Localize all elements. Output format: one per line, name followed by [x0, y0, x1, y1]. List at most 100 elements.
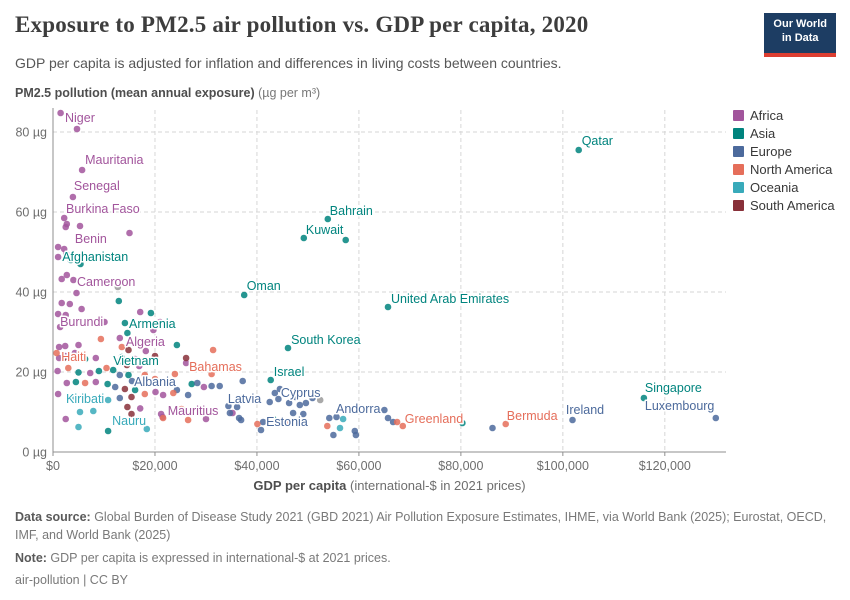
- data-point-europe[interactable]: [184, 391, 192, 399]
- legend-item-oceania[interactable]: Oceania: [733, 178, 835, 196]
- data-point-europe[interactable]: [330, 431, 337, 439]
- data-point-asia[interactable]: [342, 236, 350, 244]
- data-point-nauru[interactable]: [143, 425, 151, 433]
- data-point-europe[interactable]: [300, 410, 307, 418]
- data-point-africa[interactable]: [54, 310, 62, 318]
- data-point-africa[interactable]: [54, 390, 62, 398]
- data-point-south-america[interactable]: [151, 352, 159, 360]
- data-point-asia[interactable]: [114, 358, 122, 366]
- data-point-bermuda[interactable]: [502, 420, 510, 428]
- data-point-asia[interactable]: [173, 341, 181, 349]
- data-point-africa[interactable]: [142, 347, 150, 355]
- data-point-asia[interactable]: [104, 380, 111, 388]
- data-point-africa[interactable]: [156, 318, 164, 326]
- data-point-asia[interactable]: [131, 386, 139, 394]
- data-point-south-america[interactable]: [125, 346, 132, 354]
- data-point-asia[interactable]: [75, 369, 82, 376]
- data-point-europe[interactable]: [233, 403, 241, 411]
- legend-item-south-america[interactable]: South America: [733, 196, 835, 214]
- data-point-europe[interactable]: [326, 414, 333, 422]
- data-point-europe[interactable]: [309, 394, 316, 402]
- data-point-south-america[interactable]: [124, 403, 131, 411]
- data-point-north-america[interactable]: [163, 380, 171, 388]
- data-point-asia[interactable]: [95, 367, 103, 375]
- data-point-oceania[interactable]: [71, 395, 79, 403]
- data-point-europe[interactable]: [111, 383, 119, 391]
- legend-item-north-america[interactable]: North America: [733, 160, 835, 178]
- data-point-africa[interactable]: [135, 362, 143, 370]
- data-point-europe[interactable]: [302, 399, 310, 407]
- data-point-europe[interactable]: [333, 413, 340, 421]
- data-point-vietnam[interactable]: [109, 366, 117, 374]
- data-point-europe[interactable]: [296, 401, 304, 409]
- data-point-africa[interactable]: [63, 250, 70, 258]
- data-point-africa[interactable]: [62, 415, 69, 423]
- data-point-north-america[interactable]: [170, 389, 177, 397]
- data-point-europe[interactable]: [116, 371, 124, 379]
- data-point-africa[interactable]: [75, 341, 82, 349]
- data-point-europe[interactable]: [237, 416, 245, 424]
- data-point-algeria[interactable]: [116, 334, 124, 342]
- data-point-oceania[interactable]: [90, 407, 97, 415]
- data-point-europe[interactable]: [216, 382, 223, 390]
- data-point-africa[interactable]: [58, 299, 65, 307]
- data-point-north-america[interactable]: [118, 343, 126, 351]
- data-point-oman[interactable]: [240, 291, 248, 299]
- data-point-north-america[interactable]: [65, 364, 72, 372]
- data-point-asia[interactable]: [81, 355, 89, 363]
- data-point-senegal[interactable]: [69, 193, 77, 201]
- data-point-africa[interactable]: [92, 378, 100, 386]
- data-point-asia[interactable]: [270, 415, 277, 423]
- data-point-south-america[interactable]: [123, 361, 131, 369]
- data-point-north-america[interactable]: [184, 416, 192, 424]
- data-point-north-america[interactable]: [141, 390, 149, 398]
- data-point-cameroon[interactable]: [70, 276, 77, 284]
- data-point-kiribati[interactable]: [104, 396, 112, 404]
- data-point-north-america[interactable]: [81, 379, 89, 387]
- data-point-greenland[interactable]: [399, 422, 407, 430]
- data-point-afghanistan[interactable]: [67, 256, 75, 264]
- data-point-north-america[interactable]: [151, 375, 159, 383]
- data-point-south-america[interactable]: [128, 410, 135, 418]
- data-point-europe[interactable]: [292, 393, 300, 401]
- data-point-ireland[interactable]: [569, 416, 576, 424]
- data-point-haiti[interactable]: [53, 349, 60, 357]
- data-point-north-america[interactable]: [209, 346, 217, 354]
- data-point-africa[interactable]: [159, 391, 167, 399]
- data-point-europe[interactable]: [257, 426, 265, 434]
- data-point-burundi[interactable]: [56, 323, 64, 331]
- data-point-europe[interactable]: [194, 379, 201, 387]
- data-point-europe[interactable]: [275, 395, 282, 403]
- data-point-north-america[interactable]: [97, 335, 105, 343]
- data-point-europe[interactable]: [384, 414, 392, 422]
- data-point-oceania[interactable]: [76, 408, 84, 416]
- data-point-europe[interactable]: [208, 382, 215, 390]
- data-point-europe[interactable]: [271, 389, 279, 397]
- data-point-israel[interactable]: [267, 376, 275, 384]
- data-point-north-america[interactable]: [393, 418, 401, 426]
- data-point-europe[interactable]: [226, 409, 234, 417]
- data-point-kuwait[interactable]: [300, 234, 308, 242]
- data-point-africa[interactable]: [73, 289, 80, 297]
- data-point-north-america[interactable]: [324, 422, 331, 430]
- data-point-africa[interactable]: [55, 343, 63, 351]
- data-point-asia[interactable]: [115, 297, 123, 305]
- data-point-latvia[interactable]: [225, 402, 232, 410]
- data-point-north-america[interactable]: [171, 370, 179, 378]
- data-point-africa[interactable]: [63, 271, 71, 279]
- data-point-africa[interactable]: [92, 354, 100, 362]
- data-point-africa[interactable]: [62, 223, 69, 231]
- data-point-africa[interactable]: [55, 354, 63, 362]
- data-point-cyprus[interactable]: [276, 385, 284, 393]
- data-point-europe[interactable]: [266, 398, 274, 406]
- data-point-bahrain[interactable]: [324, 215, 332, 223]
- data-point-asia[interactable]: [124, 329, 131, 337]
- data-point-south-america[interactable]: [128, 393, 135, 401]
- data-point-south-america[interactable]: [182, 354, 190, 362]
- data-point-africa[interactable]: [63, 379, 71, 387]
- data-point-europe[interactable]: [116, 394, 124, 402]
- data-point-africa[interactable]: [202, 415, 210, 423]
- data-point-gray[interactable]: [316, 396, 324, 404]
- data-point-asia[interactable]: [77, 260, 84, 268]
- data-point-africa[interactable]: [76, 222, 84, 230]
